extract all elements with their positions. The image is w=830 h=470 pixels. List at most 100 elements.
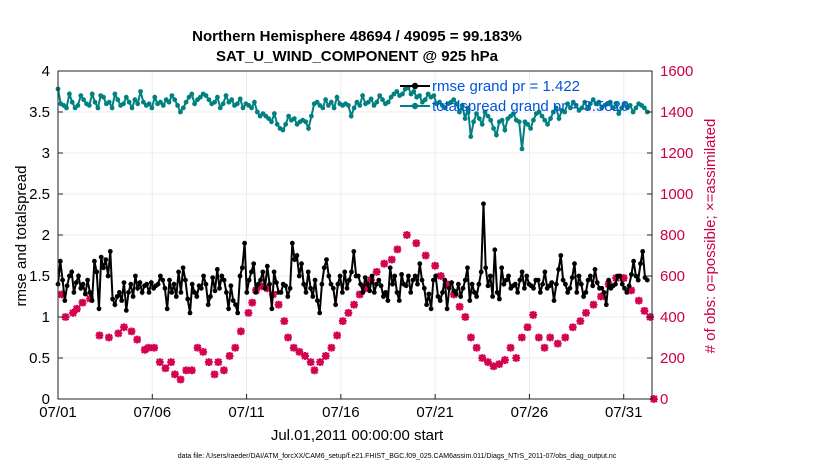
totalspread-point (166, 99, 172, 105)
totalspread-point (237, 96, 243, 102)
legend: rmse grand pr = 1.422 totalspread grand p… (400, 78, 629, 115)
totalspread-point (642, 105, 647, 111)
rmse-point (565, 290, 571, 295)
totalspread-point (64, 105, 69, 111)
totalspread-point (587, 101, 593, 107)
rmse-point (224, 290, 229, 295)
obs-point (61, 313, 70, 321)
rmse-point (208, 294, 213, 299)
axes: 0 0.5 1 1.5 2 2.5 3 3.5 4 0 200 400 600 800 1000 1200 14… (29, 63, 693, 421)
obs-point (289, 343, 298, 352)
totalspread-point (75, 103, 81, 108)
totalspread-point (158, 99, 163, 105)
obs-point (150, 343, 159, 352)
totalspread-point (553, 105, 559, 111)
rmse-point (235, 310, 241, 316)
y-left-tick-label: 3 (42, 145, 50, 162)
totalspread-point (254, 109, 260, 115)
x-tick-label: 07/31 (605, 404, 643, 421)
rmse-point (371, 290, 377, 295)
rmse-point (626, 283, 632, 289)
rmse-point (237, 273, 243, 279)
rmse-point (497, 296, 502, 302)
totalspread-point (129, 105, 135, 111)
totalspread-point (291, 116, 297, 121)
obs-point (568, 323, 577, 332)
rmse-point (164, 306, 170, 312)
totalspread-point (531, 117, 536, 123)
obs-point (155, 358, 164, 366)
rmse-point (592, 267, 598, 272)
totalspread-point (585, 105, 590, 111)
totalspread-point (454, 101, 459, 107)
rmse-point (369, 273, 375, 279)
rmse-point (403, 283, 409, 289)
rmse-point (258, 277, 263, 283)
obs-point (361, 284, 370, 293)
rmse-point (73, 280, 79, 285)
rmse-point (278, 290, 284, 295)
rmse-point (228, 283, 234, 289)
totalspread-point (269, 119, 274, 125)
totalspread-point (69, 99, 75, 105)
totalspread-point (613, 101, 619, 107)
totalspread-point (368, 96, 374, 102)
totalspread-point (573, 103, 579, 108)
y-right-tick-label: 1000 (660, 186, 693, 203)
totalspread-point (86, 103, 92, 108)
rmse-point (442, 277, 448, 283)
totalspread-point (314, 99, 320, 105)
totalspread-point (274, 121, 280, 127)
rmse-point (119, 298, 125, 303)
rmse-point (613, 281, 618, 287)
rmse-point (467, 298, 473, 303)
obs-point (237, 327, 245, 336)
rmse-point (349, 269, 354, 275)
obs-point (512, 354, 521, 362)
rmse-point (264, 263, 270, 269)
rmse-point (173, 294, 179, 299)
rmse-point (315, 298, 320, 303)
totalspread-point (468, 134, 474, 140)
rmse-point (255, 281, 261, 287)
rmse-point (478, 269, 484, 275)
rmse-point (303, 290, 309, 295)
rmse-point (492, 247, 498, 253)
rmse-point (644, 277, 650, 283)
totalspread-point (582, 99, 588, 105)
rmse-point (57, 258, 63, 264)
obs-point (506, 343, 515, 352)
rmse-point (219, 273, 225, 279)
obs-point (461, 313, 470, 321)
obs-point (321, 352, 330, 360)
rmse-point (198, 285, 204, 291)
rmse-point (167, 277, 172, 283)
rmse-point (399, 272, 404, 277)
totalspread-point (548, 116, 553, 121)
y-left-tick-label: 3.5 (29, 104, 50, 121)
obs-point (478, 354, 487, 362)
totalspread-point (252, 99, 257, 105)
totalspread-point (502, 127, 508, 133)
obs-point (472, 343, 481, 352)
totalspread-point (81, 97, 86, 103)
rmse-point (629, 272, 634, 277)
rmse-point (433, 273, 439, 279)
obs-point (140, 345, 149, 354)
obs-point (619, 274, 628, 282)
y-right-tick-label: 1200 (660, 145, 693, 162)
rmse-point (267, 281, 272, 287)
rmse-point (60, 277, 65, 283)
rmse-point (201, 273, 207, 279)
obs-point (412, 239, 421, 248)
rmse-point (294, 253, 300, 258)
totalspread-point (89, 91, 95, 97)
totalspread-point (172, 97, 178, 103)
rmse-point (189, 281, 195, 287)
totalspread-point (160, 103, 166, 108)
rmse-point (212, 288, 218, 294)
rmse-point (421, 285, 427, 291)
rmse-point (144, 281, 150, 287)
obs-point (372, 268, 381, 276)
rmse-point (69, 269, 75, 275)
